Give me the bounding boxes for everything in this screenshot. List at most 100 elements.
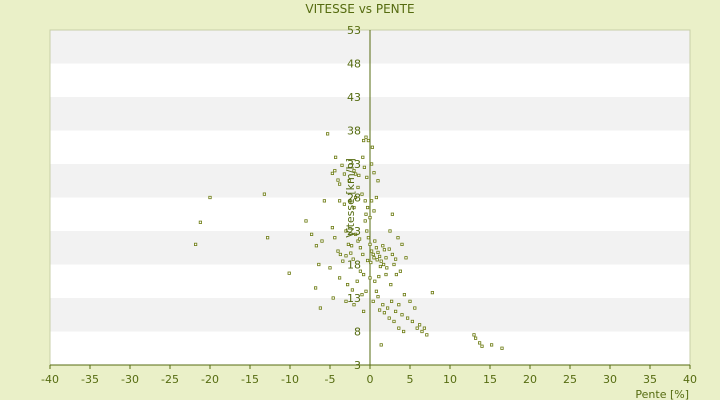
data-point — [348, 199, 352, 203]
data-point — [353, 232, 358, 236]
data-point — [337, 276, 342, 280]
data-point — [338, 252, 343, 257]
data-point — [353, 195, 358, 200]
y-tick-label: 3 — [354, 359, 361, 372]
data-point — [330, 171, 335, 175]
data-point — [358, 246, 363, 250]
data-point — [328, 266, 332, 270]
data-point — [351, 257, 355, 261]
x-tick-label: -30 — [121, 373, 139, 386]
data-point — [400, 242, 404, 246]
data-point — [387, 316, 391, 320]
data-point — [369, 199, 374, 203]
y-tick-label: 13 — [347, 292, 361, 305]
data-point — [410, 319, 415, 324]
data-point — [337, 182, 342, 186]
data-point — [357, 173, 361, 177]
data-point — [353, 172, 358, 176]
data-point — [374, 195, 379, 200]
data-point — [397, 326, 401, 330]
x-tick-label: -10 — [281, 373, 299, 386]
data-point — [198, 220, 202, 224]
data-point — [400, 313, 404, 317]
data-point — [377, 308, 382, 312]
data-point — [390, 252, 395, 257]
y-tick-label: 18 — [347, 259, 361, 272]
data-point — [325, 132, 330, 136]
x-tick-label: 25 — [563, 373, 577, 386]
y-tick-label: 43 — [347, 91, 361, 104]
data-point — [344, 229, 348, 233]
data-point — [381, 262, 386, 267]
data-point — [333, 236, 337, 240]
data-point — [362, 165, 367, 169]
data-point — [356, 239, 360, 243]
data-point — [376, 295, 380, 299]
data-point — [393, 309, 398, 314]
data-point — [425, 333, 429, 337]
data-point — [318, 306, 323, 310]
data-point — [384, 256, 388, 260]
data-point — [340, 163, 344, 167]
data-point — [381, 303, 385, 307]
data-point — [336, 178, 340, 182]
data-point — [366, 236, 371, 240]
data-point — [371, 252, 375, 257]
data-point — [390, 212, 395, 216]
data-point — [344, 299, 348, 303]
data-point — [364, 289, 368, 293]
data-point — [372, 209, 376, 213]
x-tick-label: -5 — [325, 373, 336, 386]
x-tick-label: -25 — [161, 373, 179, 386]
data-point — [336, 249, 340, 253]
data-point — [385, 266, 389, 270]
data-point — [372, 171, 376, 175]
y-tick-label: 23 — [347, 225, 361, 238]
data-point — [366, 138, 371, 143]
data-point — [208, 195, 212, 200]
data-point — [405, 316, 410, 320]
data-point — [373, 239, 377, 243]
data-point — [361, 309, 366, 314]
y-tick-label: 38 — [347, 125, 361, 138]
x-tick-label: -40 — [41, 373, 59, 386]
data-point — [387, 247, 391, 251]
data-point — [342, 202, 347, 206]
data-point — [361, 155, 365, 159]
data-point — [313, 286, 318, 290]
x-tick-label: -20 — [201, 373, 219, 386]
data-point — [379, 343, 383, 347]
data-point — [480, 344, 484, 348]
data-point — [317, 262, 321, 267]
data-point — [352, 303, 356, 307]
data-point — [352, 205, 356, 210]
y-tick-label: 28 — [347, 192, 361, 205]
x-tick-label: -35 — [81, 373, 99, 386]
data-point — [389, 299, 394, 303]
data-point — [358, 269, 363, 273]
data-point — [396, 236, 400, 240]
data-point — [393, 257, 398, 261]
data-point — [365, 258, 370, 263]
data-point — [333, 169, 337, 173]
data-point — [376, 179, 380, 183]
data-point — [377, 274, 381, 279]
data-point — [401, 329, 406, 334]
data-point — [304, 219, 308, 223]
x-tick-label: 20 — [523, 373, 537, 386]
data-points — [193, 132, 504, 350]
data-point — [287, 271, 291, 275]
data-point — [265, 236, 270, 240]
data-point — [369, 260, 373, 265]
data-point — [349, 244, 354, 248]
data-point — [346, 242, 351, 246]
data-point — [322, 199, 327, 203]
data-point — [392, 319, 396, 324]
data-point — [374, 289, 379, 293]
y-tick-label: 48 — [347, 58, 361, 71]
data-point — [368, 276, 372, 280]
data-point — [472, 333, 476, 337]
data-point — [430, 291, 435, 295]
x-tick-label: 5 — [407, 373, 414, 386]
data-point — [344, 254, 348, 258]
